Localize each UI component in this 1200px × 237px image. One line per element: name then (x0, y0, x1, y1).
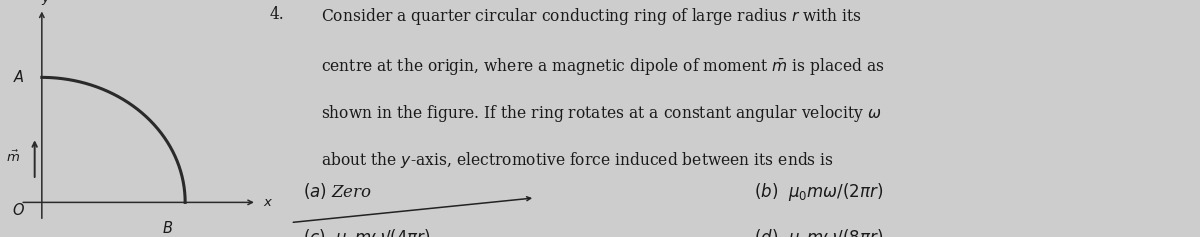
Text: $(c)$  $\mu_0 m\omega/(4\pi r)$: $(c)$ $\mu_0 m\omega/(4\pi r)$ (302, 227, 431, 237)
Text: $x$: $x$ (263, 196, 272, 209)
Text: centre at the origin, where a magnetic dipole of moment $\bar{m}$ is placed as: centre at the origin, where a magnetic d… (322, 56, 886, 77)
Text: about the $y$-axis, electromotive force induced between its ends is: about the $y$-axis, electromotive force … (322, 150, 834, 170)
Text: $y$: $y$ (41, 0, 52, 7)
Text: $O$: $O$ (12, 202, 25, 218)
Text: shown in the figure. If the ring rotates at a constant angular velocity $\omega$: shown in the figure. If the ring rotates… (322, 103, 882, 124)
Text: $B$: $B$ (162, 220, 174, 236)
Text: $(a)$ Zero: $(a)$ Zero (302, 181, 372, 201)
Text: 4.: 4. (270, 6, 284, 23)
Text: Consider a quarter circular conducting ring of large radius $r$ with its: Consider a quarter circular conducting r… (322, 6, 862, 27)
Text: $A$: $A$ (13, 69, 25, 85)
Text: $\vec{m}$: $\vec{m}$ (6, 150, 20, 165)
Text: $(b)$  $\mu_0 m\omega/(2\pi r)$: $(b)$ $\mu_0 m\omega/(2\pi r)$ (754, 181, 883, 203)
Text: $(d)$  $\mu_0 m\omega/(8\pi r)$: $(d)$ $\mu_0 m\omega/(8\pi r)$ (754, 227, 883, 237)
